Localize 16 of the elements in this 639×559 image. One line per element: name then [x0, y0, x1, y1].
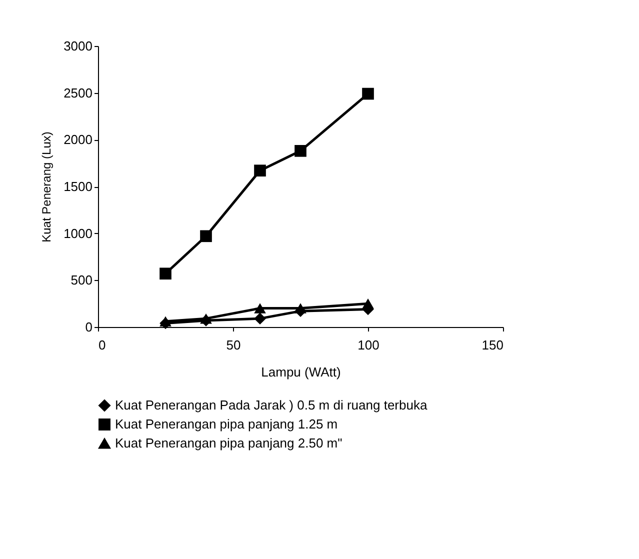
legend-label: Kuat Penerangan pipa panjang 2.50 m"	[115, 436, 343, 450]
y-axis-title: Kuat Penerang (Lux)	[40, 132, 54, 242]
y-tick-label: 2500	[64, 85, 92, 100]
y-tick-label: 1000	[64, 226, 92, 241]
y-tick-label: 3000	[64, 38, 92, 54]
x-tick-label: 0	[98, 338, 106, 352]
legend-label: Kuat Penerangan Pada Jarak ) 0.5 m di ruang terbuka	[115, 398, 428, 412]
y-tick-label: 0	[85, 320, 92, 334]
x-axis-title: Lampu (WAtt)	[261, 364, 341, 380]
y-tick-label: 2000	[64, 132, 92, 148]
x-tick-label: 100	[358, 338, 380, 352]
x-tick-label: 50	[226, 338, 241, 352]
y-tick-label: 1500	[64, 179, 92, 194]
legend-label: Kuat Penerangan pipa panjang 1.25 m	[115, 416, 338, 432]
x-tick-label: 150	[482, 338, 504, 352]
y-tick-label: 500	[70, 272, 92, 288]
